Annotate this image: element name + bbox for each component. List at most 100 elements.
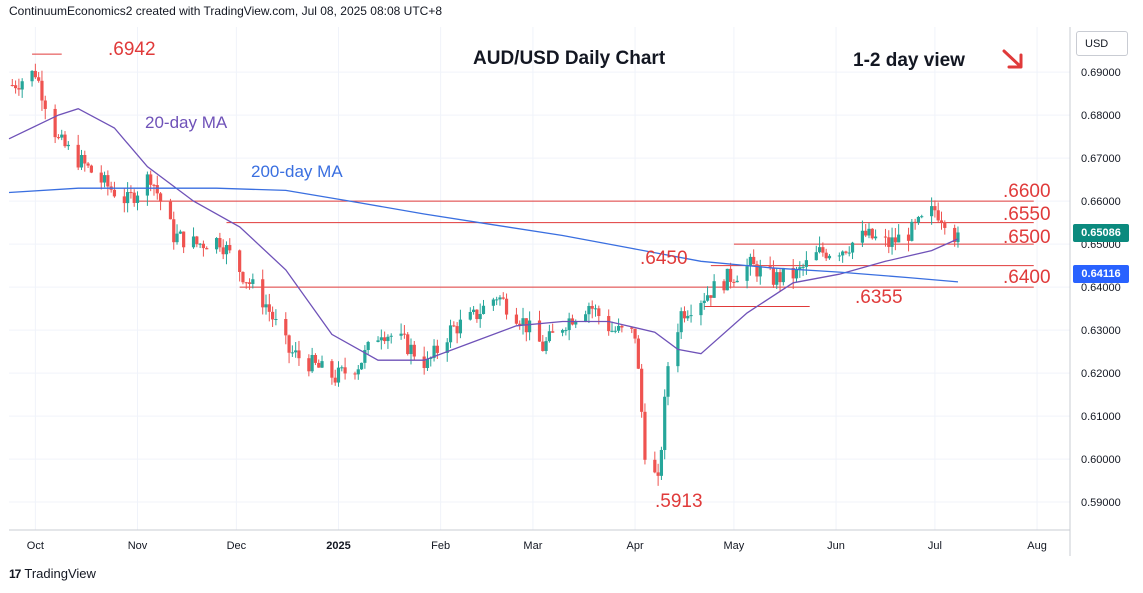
candle-body [640,368,644,412]
candle-body [890,237,894,247]
candle-body [518,323,522,326]
candle-body [195,236,199,245]
candle-body [837,255,841,257]
candle-body [906,234,911,241]
candle-body [709,295,713,298]
tradingview-footer[interactable]: 17 TradingView [9,566,96,581]
candle-body [758,266,762,277]
candle-body [910,221,914,241]
candle-body [870,228,874,239]
candle-body [310,354,314,372]
candle-body [607,316,611,332]
candle-body [63,134,67,147]
candle-body [218,238,222,248]
candle-body [122,196,126,204]
candle-body [66,144,70,147]
candle-body [475,309,479,320]
currency-selector[interactable]: USD [1076,31,1128,56]
candle-body [168,201,173,220]
candle-body [402,333,407,335]
candle-body [83,154,87,164]
candle-body [191,236,196,248]
candle-body [798,267,802,270]
candle-body [883,236,888,238]
candle-body [613,330,617,332]
candle-body [814,252,818,261]
price-axis: 0.69000 0.68000 0.67000 0.66000 0.65000 0.640… [1081,67,1121,509]
candle-body [498,297,502,300]
last-price-badge: 0.65086 [1073,224,1129,242]
time-tick-label: Nov [128,540,148,552]
candle-body [702,300,706,304]
candle-body [725,268,729,291]
candle-body [768,266,772,268]
candle-body [633,328,637,339]
chart-attribution: ContinuumEconomics2 created with Trading… [9,4,443,18]
candle-body [271,311,275,320]
candle-body [850,242,855,253]
candle-body [20,81,24,90]
candle-body [468,311,472,320]
candle-body [643,411,647,460]
candle-body [893,237,897,243]
time-tick-label: May [724,540,745,552]
candle-body [238,250,242,273]
candle-body [775,272,779,285]
candle-body [630,327,634,329]
candle-body [379,337,383,341]
price-tick-label: 0.61000 [1081,411,1121,423]
time-tick-label: Dec [227,540,247,552]
candle-body [537,320,542,342]
candle-body [363,349,367,363]
candle-body [56,137,61,139]
candle-body [864,230,868,236]
candle-body [330,361,334,378]
candle-body [593,308,598,310]
candle-body [448,325,453,343]
candle-body [745,266,749,281]
candle-body [178,231,182,234]
candle-body [541,341,545,351]
candle-body [383,337,387,342]
candle-body [597,308,601,317]
candle-body [247,282,252,284]
candle-body [478,314,482,320]
candle-body [686,315,690,319]
candle-body [33,70,37,78]
candle-body [224,245,229,255]
candle-body [936,210,940,221]
candle-body [244,282,248,284]
candle-body [656,472,660,476]
candle-body [320,361,324,368]
candle-body [699,303,703,316]
candle-body [132,192,136,203]
moving-averages [8,107,959,361]
candle-body [89,165,93,173]
candle-body [152,184,156,186]
time-tick-label: Jul [928,540,942,552]
candle-body [182,231,186,248]
time-tick-label: Mar [523,540,542,552]
candle-body [844,251,848,253]
candle-body [913,221,917,223]
candle-body [956,232,960,243]
candle-body [343,367,347,374]
candle-body [933,206,937,211]
candle-body [412,344,416,357]
candle-body [544,341,548,351]
price-tick-label: 0.63000 [1081,325,1121,337]
annotation-6355: .6355 [855,287,903,308]
candle-body [333,377,337,383]
candle-body [102,175,107,183]
candle-body [943,222,947,228]
candle-body [366,342,370,350]
candle-body [564,330,568,332]
candle-body [274,319,278,321]
candle-body [616,325,621,331]
candle-body [356,369,360,375]
candle-body [228,245,232,251]
price-tick-label: 0.69000 [1081,67,1121,79]
candle-body [149,174,153,185]
grid [9,27,1070,530]
